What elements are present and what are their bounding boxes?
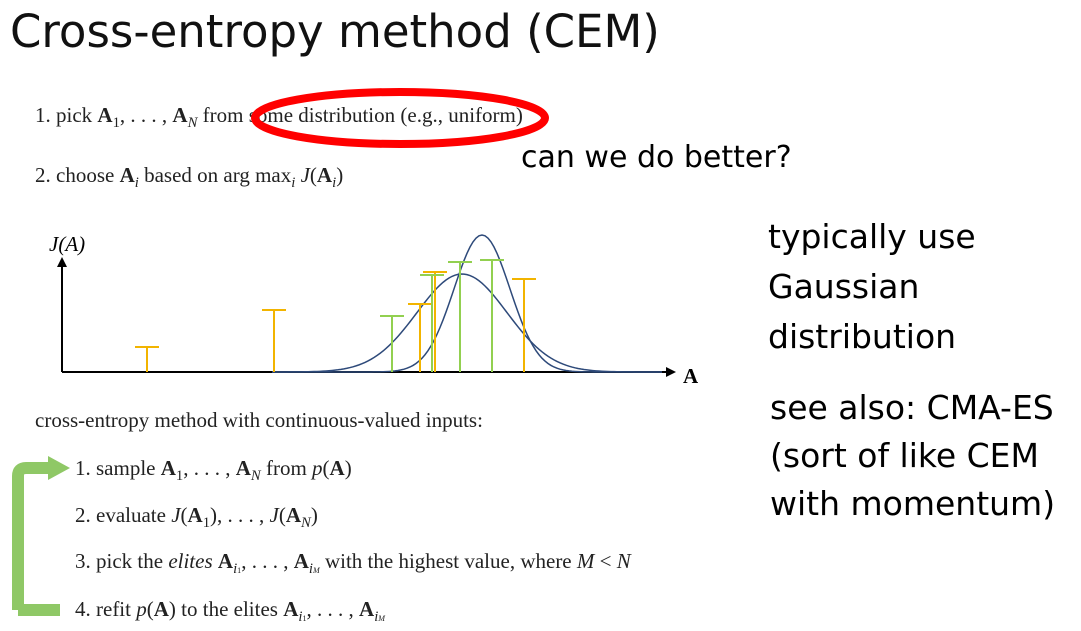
sample-bar-1-5	[512, 278, 536, 372]
cem-heading: cross-entropy method with continuous-val…	[35, 408, 483, 432]
intro-step-2: 2. choose Ai based on arg maxi J(Ai)	[35, 163, 344, 192]
note-gaussian: typically use Gaussian distribution	[768, 212, 976, 362]
page-title: Cross-entropy method (CEM)	[10, 5, 660, 58]
cem-chart: J(A) A	[49, 232, 699, 388]
gaussian-curve-2	[271, 273, 662, 373]
sample-bar-2-4	[480, 259, 504, 372]
cem-step-4: 4. refit p(A) to the elites Ai1, . . . ,…	[75, 597, 386, 626]
step1-prefix: 1. pick	[35, 103, 98, 127]
sample-bar-1-4	[423, 271, 447, 372]
note-see-also-line-2: (sort of like CEM	[770, 436, 1039, 475]
sample-bar-1-3	[408, 303, 432, 372]
sample-bar-2-2	[420, 274, 444, 372]
note-gaussian-line-3: distribution	[768, 317, 957, 356]
note-see-also-line-3: with momentum)	[770, 484, 1056, 523]
x-axis-label: A	[683, 364, 699, 388]
annotation-can-we-do-better: can we do better?	[521, 140, 792, 175]
note-gaussian-line-1: typically use	[768, 217, 976, 256]
gaussian-curve-1	[272, 234, 662, 373]
y-axis-arrowhead	[57, 257, 67, 267]
chart-marks	[135, 234, 662, 373]
cem-step-3: 3. pick the elites Ai1, . . . , AiM with…	[75, 549, 631, 578]
cem-step-1: 1. sample A1, . . . , AN from p(A)	[75, 456, 352, 485]
cem-step-2: 2. evaluate J(A1), . . . , J(AN)	[75, 503, 318, 532]
step2-prefix: 2. choose	[35, 163, 120, 187]
step2-mid: based on arg max	[138, 163, 292, 187]
sample-bar-1-1	[135, 346, 159, 372]
sample-bar-1-2	[262, 309, 286, 372]
x-axis-arrowhead	[666, 367, 676, 377]
elites-word: elites	[168, 549, 213, 573]
sample-bar-2-3	[448, 261, 472, 372]
note-see-also-line-1: see also: CMA-ES	[770, 388, 1054, 427]
note-see-also: see also: CMA-ES (sort of like CEM with …	[770, 384, 1055, 528]
y-axis-label: J(A)	[49, 232, 85, 256]
sample-bar-2-1	[380, 315, 404, 372]
note-gaussian-line-2: Gaussian	[768, 267, 920, 306]
